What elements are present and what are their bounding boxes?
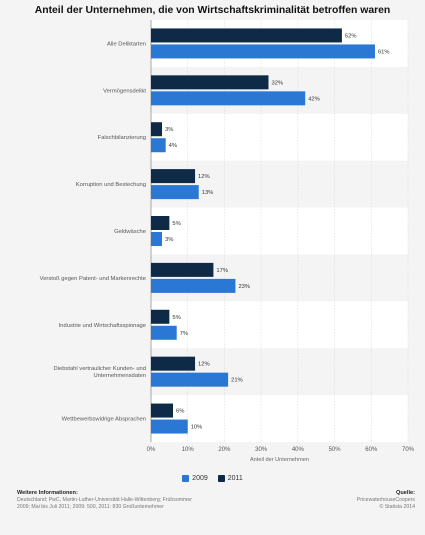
chart-title: Anteil der Unternehmen, die von Wirtscha… bbox=[34, 5, 391, 16]
category-label: Alle Deliktarten bbox=[107, 41, 146, 47]
bar-2011 bbox=[151, 28, 342, 43]
footer-source-title: Quelle: bbox=[396, 490, 415, 496]
bar-2011 bbox=[151, 122, 163, 137]
category-label: Geldwäsche bbox=[114, 229, 146, 235]
row-band bbox=[151, 207, 408, 255]
row-band bbox=[151, 301, 408, 349]
data-label-2011: 52% bbox=[345, 33, 357, 39]
bar-2011 bbox=[151, 309, 170, 324]
legend-item-2009[interactable]: 2009 bbox=[182, 475, 208, 482]
bar-2011 bbox=[151, 403, 174, 418]
data-label-2009: 10% bbox=[191, 425, 203, 431]
row-band bbox=[151, 113, 408, 161]
bar-2011 bbox=[151, 356, 196, 371]
category-label: Industrie und Wirtschaftsspionage bbox=[59, 323, 146, 329]
category-label-line: Unternehmensdaten bbox=[93, 373, 146, 379]
x-tick-label: 60% bbox=[365, 447, 378, 453]
x-tick-label: 30% bbox=[255, 447, 268, 453]
category-label: Vermögensdelikt bbox=[103, 88, 146, 94]
bar-2009 bbox=[151, 91, 306, 106]
data-label-2009: 13% bbox=[202, 190, 214, 196]
category-label: Wettbewerbswidrige Absprachen bbox=[62, 417, 146, 423]
footer-source: Quelle: PricewaterhouseCoopers © Statist… bbox=[255, 490, 415, 511]
data-label-2009: 23% bbox=[238, 284, 250, 290]
data-label-2009: 4% bbox=[169, 143, 177, 149]
bar-2009 bbox=[151, 185, 199, 200]
data-label-2011: 3% bbox=[165, 127, 173, 133]
data-label-2011: 5% bbox=[172, 315, 180, 321]
bar-2009 bbox=[151, 232, 163, 246]
bar-2009 bbox=[151, 419, 188, 434]
category-label-line: Vermögensdelikt bbox=[103, 88, 146, 94]
data-label-2011: 5% bbox=[172, 221, 180, 227]
row-band bbox=[151, 395, 408, 442]
data-label-2011: 6% bbox=[176, 409, 184, 415]
bar-2009 bbox=[151, 325, 177, 340]
category-label: Falschbilanzierung bbox=[98, 135, 146, 141]
bar-2009 bbox=[151, 372, 229, 387]
footer-info-text: Deutschland; PwC, Martin-Luther-Universi… bbox=[17, 497, 192, 510]
x-tick-label: 50% bbox=[329, 447, 342, 453]
bar-2011 bbox=[151, 262, 214, 277]
legend-label-2009: 2009 bbox=[192, 475, 208, 482]
data-label-2011: 32% bbox=[271, 80, 283, 86]
x-tick-label: 70% bbox=[402, 447, 415, 453]
category-label-line: Korruption und Bestechung bbox=[76, 182, 146, 188]
category-label-line: Geldwäsche bbox=[114, 229, 146, 235]
data-label-2009: 3% bbox=[165, 237, 173, 243]
category-label: Korruption und Bestechung bbox=[76, 182, 146, 188]
data-label-2009: 7% bbox=[180, 331, 188, 337]
x-axis-label: Anteil der Unternehmen bbox=[250, 457, 309, 463]
footer-info: Weitere Informationen: Deutschland; PwC,… bbox=[17, 490, 197, 511]
bar-2011 bbox=[151, 169, 196, 184]
data-label-2011: 17% bbox=[216, 268, 228, 274]
legend-label-2011: 2011 bbox=[227, 475, 243, 482]
data-label-2011: 12% bbox=[198, 174, 210, 180]
bar-2009 bbox=[151, 138, 166, 153]
category-label-line: Diebstahl vertraulicher Kunden- und bbox=[54, 366, 146, 372]
category-label: Diebstahl vertraulicher Kunden- und Unter… bbox=[54, 366, 146, 379]
x-tick-label: 0% bbox=[147, 447, 156, 453]
category-label: Verstoß gegen Patent- und Markenrechte bbox=[40, 276, 146, 282]
x-tick-label: 10% bbox=[182, 447, 195, 453]
x-tick-label: 20% bbox=[218, 447, 231, 453]
category-label-line: Falschbilanzierung bbox=[98, 135, 146, 141]
footer-source-line1[interactable]: PricewaterhouseCoopers bbox=[356, 497, 415, 503]
row-band bbox=[151, 20, 408, 67]
bar-2011 bbox=[151, 75, 269, 90]
category-label-line: Verstoß gegen Patent- und Markenrechte bbox=[40, 276, 146, 282]
legend-item-2011[interactable]: 2011 bbox=[217, 475, 243, 482]
category-label-line: Industrie und Wirtschaftsspionage bbox=[59, 323, 146, 329]
data-label-2009: 42% bbox=[308, 96, 320, 102]
data-label-2009: 21% bbox=[231, 378, 243, 384]
category-label-line: Alle Deliktarten bbox=[107, 41, 146, 47]
bar-2011 bbox=[151, 216, 170, 230]
chart-legend: 2009 2011 bbox=[0, 475, 425, 482]
legend-swatch-2011 bbox=[217, 475, 225, 482]
data-label-2011: 12% bbox=[198, 362, 210, 368]
footer-info-title: Weitere Informationen: bbox=[17, 490, 78, 496]
bar-2009 bbox=[151, 278, 236, 293]
footer-source-line2: © Statista 2014 bbox=[379, 504, 415, 510]
data-label-2009: 61% bbox=[378, 49, 390, 55]
x-tick-label: 40% bbox=[292, 447, 305, 453]
legend-swatch-2009 bbox=[182, 475, 190, 482]
category-label-line: Wettbewerbswidrige Absprachen bbox=[62, 417, 146, 423]
bar-2009 bbox=[151, 44, 375, 59]
